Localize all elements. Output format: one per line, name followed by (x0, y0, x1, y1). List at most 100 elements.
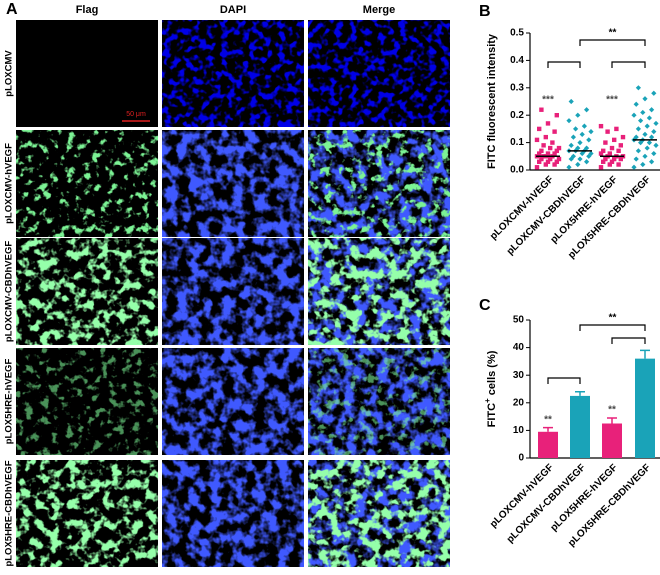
row-label: pLOXCMV-hVEGF (4, 143, 15, 224)
data-point (631, 112, 637, 118)
data-point (577, 156, 583, 162)
y-tick-label: 0.0 (510, 165, 524, 176)
data-point (640, 109, 646, 116)
y-tick-label: 10 (513, 425, 525, 436)
data-point (644, 123, 650, 129)
data-point (651, 129, 657, 135)
y-axis-label-part: cells (%) (486, 350, 498, 398)
error-bar (543, 426, 553, 432)
significance-bracket (611, 61, 646, 68)
flag-signal (16, 460, 158, 567)
micrograph (308, 20, 450, 127)
data-point (598, 123, 604, 129)
error-bar (640, 349, 650, 359)
micrograph (16, 130, 158, 237)
data-point (573, 126, 579, 132)
y-tick-label: 0.4 (510, 55, 524, 66)
data-point (566, 164, 572, 170)
data-point (570, 134, 576, 140)
data-point (649, 159, 655, 165)
y-tick-label: 30 (513, 370, 525, 381)
significance-label: ** (608, 405, 616, 416)
flag-signal (16, 238, 158, 345)
data-point (633, 134, 639, 140)
micrograph (162, 238, 304, 345)
data-point (649, 134, 655, 140)
y-axis-label: FITC fluorescent intensity (486, 33, 498, 169)
micrograph (162, 348, 304, 455)
data-point (631, 164, 637, 170)
data-point (588, 129, 594, 135)
y-tick-label: 50 (513, 315, 525, 326)
scale-bar-label: 50 μm (126, 111, 146, 118)
data-point (614, 126, 619, 132)
data-point (570, 153, 576, 159)
micrograph (16, 348, 158, 455)
micrograph (162, 20, 304, 127)
data-point (588, 150, 594, 157)
data-point (537, 126, 542, 132)
data-point (605, 129, 610, 134)
y-tick-label: 0.5 (510, 28, 524, 39)
data-point (539, 148, 544, 154)
data-point (568, 98, 574, 105)
micrograph (16, 460, 158, 567)
micrograph (308, 238, 450, 345)
data-point (575, 161, 581, 168)
row-label: pLOX5HRE-hVEGF (4, 359, 15, 445)
data-point (642, 131, 648, 137)
data-point (586, 137, 592, 143)
data-point (609, 145, 615, 151)
image-background (16, 20, 158, 127)
y-tick-label: 0.3 (510, 82, 524, 93)
micrograph (162, 460, 304, 567)
y-axis-label-part: + (483, 398, 492, 403)
y-axis-label: FITC+ cells (%) (483, 350, 498, 427)
data-point (616, 148, 621, 154)
data-point (633, 156, 639, 162)
significance-label: ** (609, 28, 617, 39)
panel-label: C (479, 297, 491, 314)
data-point (552, 129, 557, 134)
data-point (575, 112, 581, 118)
micrograph (308, 130, 450, 237)
data-point (642, 153, 648, 159)
data-point (584, 145, 590, 151)
data-point (545, 121, 551, 126)
data-point (651, 90, 657, 96)
panel-label: B (479, 3, 491, 20)
row-label: pLOXCMV-CBDhVEGF (4, 241, 15, 343)
significance-bracket (579, 39, 646, 46)
data-point (566, 118, 572, 124)
significance-bracket (579, 324, 646, 331)
data-point (534, 137, 540, 143)
flag-signal (16, 130, 158, 237)
micrograph (308, 460, 450, 567)
data-point (545, 151, 551, 156)
data-point (603, 140, 608, 145)
dapi-signal (162, 238, 304, 345)
micrograph (162, 130, 304, 237)
significance-bracket (611, 337, 646, 344)
data-point (616, 162, 621, 167)
y-tick-label: 40 (513, 342, 525, 353)
micrograph (16, 20, 158, 127)
data-point (635, 126, 641, 132)
data-point (550, 140, 555, 145)
data-point (598, 165, 604, 170)
bar (602, 423, 622, 458)
y-tick-label: 20 (513, 397, 525, 408)
significance-label: ** (544, 414, 552, 425)
y-tick-label: 0 (518, 453, 524, 464)
data-point (640, 161, 646, 168)
significance-bracket (547, 61, 581, 68)
data-point (607, 151, 612, 156)
dapi-signal (162, 348, 304, 455)
error-bar (575, 391, 585, 396)
data-point (601, 148, 606, 154)
data-point (635, 85, 641, 91)
data-point (548, 145, 553, 151)
data-point (534, 165, 540, 170)
micrograph (308, 348, 450, 455)
